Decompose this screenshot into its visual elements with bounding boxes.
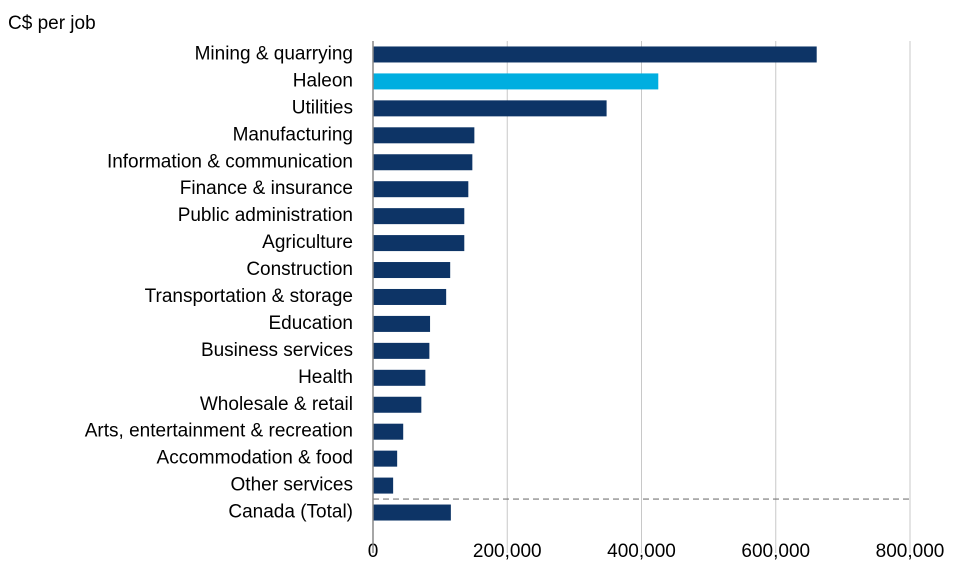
- y-tick-label: Agriculture: [262, 232, 353, 253]
- y-tick-label: Information & communication: [107, 151, 353, 172]
- bar: [373, 208, 465, 225]
- y-tick-label: Arts, entertainment & recreation: [85, 421, 353, 442]
- bar: [373, 342, 430, 359]
- bar: [373, 262, 451, 279]
- y-tick-label: Health: [298, 367, 353, 388]
- y-tick-label: Other services: [231, 475, 353, 496]
- y-tick-label: Construction: [246, 259, 353, 280]
- x-tick-label: 200,000: [473, 541, 542, 562]
- bar: [373, 315, 431, 332]
- y-tick-label: Canada (Total): [228, 502, 353, 523]
- bar: [373, 477, 394, 494]
- bar: [373, 288, 447, 305]
- y-tick-label: Haleon: [293, 70, 353, 91]
- x-tick-label: 800,000: [876, 541, 945, 562]
- bar: [373, 127, 475, 144]
- chart-title: C$ per job: [8, 13, 96, 34]
- y-tick-label: Utilities: [292, 97, 353, 118]
- bar: [373, 450, 398, 467]
- y-tick-label: Business services: [201, 340, 353, 361]
- y-tick-label: Education: [268, 313, 353, 334]
- bar: [373, 100, 607, 117]
- bar: [373, 181, 469, 198]
- bar: [373, 235, 465, 252]
- y-tick-label: Mining & quarrying: [195, 43, 353, 64]
- bar: [373, 73, 659, 90]
- x-tick-label: 600,000: [741, 541, 810, 562]
- y-tick-label: Transportation & storage: [145, 286, 353, 307]
- bar: [373, 504, 451, 521]
- bar: [373, 154, 473, 171]
- y-tick-label: Manufacturing: [233, 124, 353, 145]
- y-tick-label: Wholesale & retail: [200, 394, 353, 415]
- y-tick-label: Public administration: [178, 205, 353, 226]
- bar: [373, 369, 426, 386]
- y-tick-label: Finance & insurance: [180, 178, 353, 199]
- bar: [373, 396, 422, 413]
- y-tick-label: Accommodation & food: [157, 448, 353, 469]
- x-tick-label: 400,000: [607, 541, 676, 562]
- bar: [373, 46, 817, 63]
- bar: [373, 423, 404, 440]
